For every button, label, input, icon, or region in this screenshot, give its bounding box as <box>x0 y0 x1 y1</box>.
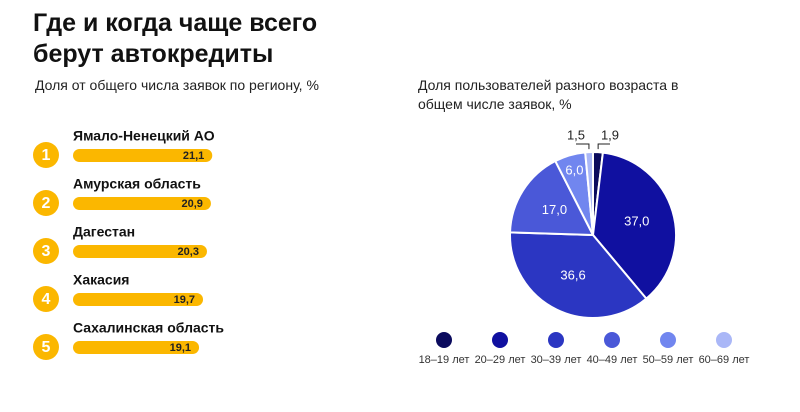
value-label: 20,9 <box>182 198 203 210</box>
pie-subtitle: Доля пользователей разного возраста в об… <box>418 77 679 112</box>
rank-label: 5 <box>42 339 51 356</box>
bar <box>73 245 207 258</box>
bar <box>73 341 200 354</box>
legend-label: 60–69 лет <box>698 354 750 366</box>
legend-swatch <box>436 332 452 348</box>
value-label: 19,7 <box>174 294 195 306</box>
slice-label: 1,5 <box>567 127 585 142</box>
bar <box>73 149 213 162</box>
rank-badge <box>33 334 59 360</box>
rank-badge <box>33 286 59 312</box>
value-label: 20,3 <box>178 246 199 258</box>
region-name: Дагестан <box>73 224 135 240</box>
bar-subtitle: Доля от общего числа заявок по региону, … <box>35 77 319 93</box>
value-label: 19,1 <box>170 342 191 354</box>
region-name: Ямало-Ненецкий АО <box>73 128 215 144</box>
legend-label: 20–29 лет <box>474 354 526 366</box>
slice-label: 37,0 <box>624 213 649 228</box>
rank-label: 1 <box>42 147 51 164</box>
slice-label: 36,6 <box>560 267 585 282</box>
region-name: Амурская область <box>73 176 201 192</box>
leader-line <box>597 143 610 150</box>
leader-line <box>576 143 590 150</box>
rank-badge <box>33 142 59 168</box>
region-name: Хакасия <box>73 272 129 288</box>
bar <box>73 293 204 306</box>
pie-slice <box>509 231 648 319</box>
rank-label: 2 <box>42 195 51 212</box>
legend-swatch <box>660 332 676 348</box>
pie-slice <box>591 151 677 301</box>
legend-label: 30–39 лет <box>530 354 582 366</box>
legend-swatch <box>716 332 732 348</box>
legend-swatch <box>492 332 508 348</box>
legend-label: 18–19 лет <box>418 354 470 366</box>
pie-slice <box>584 150 594 236</box>
region-name: Сахалинская область <box>73 320 224 336</box>
legend-swatch <box>604 332 620 348</box>
rank-label: 4 <box>42 291 51 308</box>
legend-swatch <box>548 332 564 348</box>
value-label: 21,1 <box>183 150 204 162</box>
slice-label: 6,0 <box>565 163 583 178</box>
title: Где и когда чаще всего берут автокредиты <box>33 9 318 68</box>
legend-label: 50–59 лет <box>642 354 694 366</box>
slice-label: 1,9 <box>601 127 619 142</box>
slice-label: 17,0 <box>542 202 567 217</box>
rank-badge <box>33 238 59 264</box>
legend-label: 40–49 лет <box>586 354 638 366</box>
pie-slice <box>509 159 595 237</box>
rank-label: 3 <box>42 243 51 260</box>
bar <box>73 197 211 210</box>
rank-badge <box>33 190 59 216</box>
